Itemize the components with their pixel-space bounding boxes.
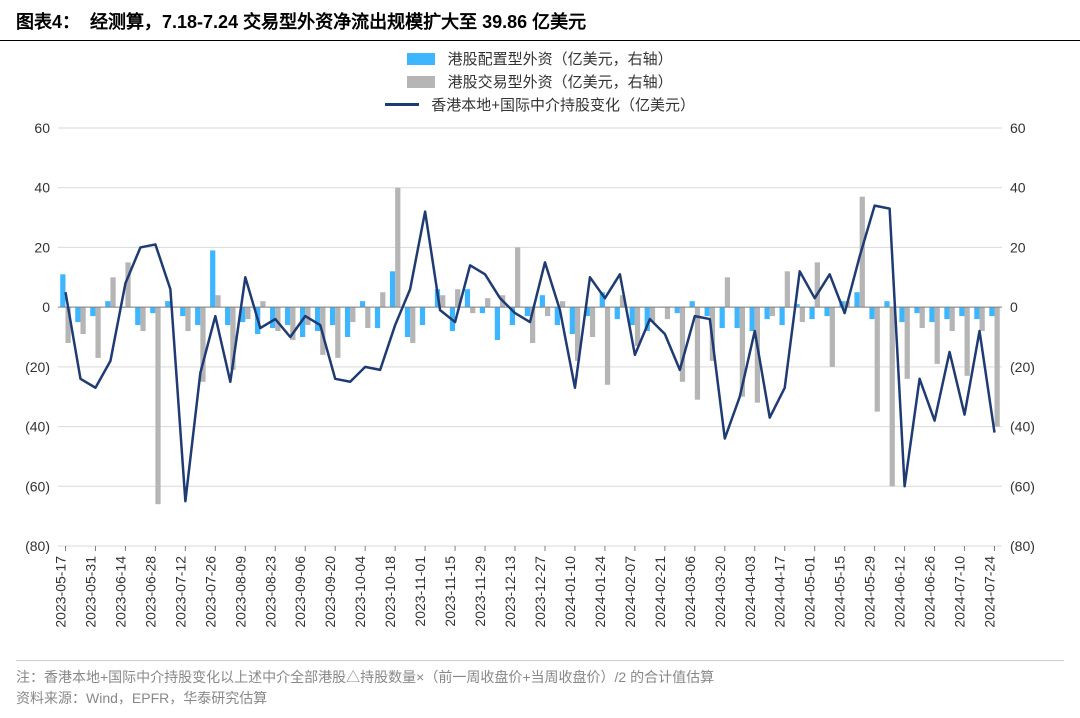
svg-text:2024-02-07: 2024-02-07 [622,556,638,628]
svg-text:2024-07-10: 2024-07-10 [952,556,968,628]
svg-text:2023-11-15: 2023-11-15 [442,556,458,627]
chart-figure: { "title": { "prefix": "图表4：", "text": "… [0,0,1080,718]
chart-title-text: 经测算，7.18-7.24 交易型外资净流出规模扩大至 39.86 亿美元 [90,12,586,32]
legend-label-alloc: 港股配置型外资（亿美元，右轴） [448,51,673,68]
chart-legend: 港股配置型外资（亿美元，右轴） 港股交易型外资（亿美元，右轴） 香港本地+国际中… [0,41,1080,118]
svg-text:2024-06-12: 2024-06-12 [892,556,908,628]
svg-text:2023-12-27: 2023-12-27 [532,556,548,628]
legend-label-line: 香港本地+国际中介持股变化（亿美元） [431,97,695,114]
svg-text:2023-09-20: 2023-09-20 [322,556,338,628]
chart-title-bar: 图表4： 经测算，7.18-7.24 交易型外资净流出规模扩大至 39.86 亿美… [0,0,1080,41]
legend-swatch-alloc [407,53,435,65]
svg-text:(60): (60) [25,478,50,494]
svg-text:2023-11-29: 2023-11-29 [472,556,488,627]
chart-title-prefix: 图表4： [16,12,80,32]
footnote-line1: 注：香港本地+国际中介持股变化以上述中介全部港股△持股数量×（前一周收盘价+当周… [16,667,1064,688]
svg-text:60: 60 [1010,120,1026,136]
svg-text:(20): (20) [1010,359,1035,375]
svg-text:2023-10-18: 2023-10-18 [382,556,398,628]
svg-text:2023-06-14: 2023-06-14 [112,556,128,628]
svg-text:2023-11-01: 2023-11-01 [412,556,428,627]
svg-text:2024-05-01: 2024-05-01 [802,556,818,628]
svg-text:2023-06-28: 2023-06-28 [142,556,158,628]
svg-text:2024-06-26: 2024-06-26 [922,556,938,628]
svg-text:2023-07-26: 2023-07-26 [202,556,218,628]
svg-text:20: 20 [34,239,50,255]
chart-svg: (80) (80) (60) (60) (40) (40) (20) (20) 0 0 20 20 40… [0,118,1060,656]
chart-footnote: 注：香港本地+国际中介持股变化以上述中介全部港股△持股数量×（前一周收盘价+当周… [0,661,1080,709]
svg-text:2023-12-13: 2023-12-13 [502,556,518,628]
svg-text:2024-03-20: 2024-03-20 [712,556,728,628]
svg-text:2023-08-23: 2023-08-23 [262,556,278,628]
chart-plot-area: (80) (80) (60) (60) (40) (40) (20) (20) 0 0 20 20 40… [0,118,1080,656]
svg-text:0: 0 [42,299,50,315]
svg-text:(80): (80) [25,538,50,554]
svg-text:2023-05-31: 2023-05-31 [82,556,98,628]
svg-text:2024-07-24: 2024-07-24 [982,556,998,628]
svg-text:2024-04-03: 2024-04-03 [742,556,758,628]
svg-text:2024-05-29: 2024-05-29 [862,556,878,628]
svg-text:(40): (40) [1010,419,1035,435]
svg-text:2023-08-09: 2023-08-09 [232,556,248,628]
svg-text:(20): (20) [25,359,50,375]
footnote-line2: 资料来源：Wind，EPFR，华泰研究估算 [16,688,1064,709]
svg-text:20: 20 [1010,239,1026,255]
svg-text:2023-07-12: 2023-07-12 [172,556,188,628]
svg-text:(80): (80) [1010,538,1035,554]
svg-text:2024-03-06: 2024-03-06 [682,556,698,628]
svg-text:2024-04-17: 2024-04-17 [772,556,788,628]
svg-text:2024-02-21: 2024-02-21 [652,556,668,628]
svg-text:2023-09-06: 2023-09-06 [292,556,308,628]
svg-text:(40): (40) [25,419,50,435]
svg-text:2023-10-04: 2023-10-04 [352,556,368,628]
legend-swatch-line [385,103,419,106]
legend-swatch-trading [407,76,435,88]
svg-text:2024-05-15: 2024-05-15 [832,556,848,628]
svg-text:2024-01-24: 2024-01-24 [592,556,608,628]
legend-label-trading: 港股交易型外资（亿美元，右轴） [448,74,673,91]
svg-text:2024-01-10: 2024-01-10 [562,556,578,628]
svg-text:40: 40 [1010,180,1026,196]
svg-text:60: 60 [34,120,50,136]
svg-text:2023-05-17: 2023-05-17 [52,556,68,628]
svg-text:(60): (60) [1010,478,1035,494]
svg-text:0: 0 [1010,299,1018,315]
svg-text:40: 40 [34,180,50,196]
